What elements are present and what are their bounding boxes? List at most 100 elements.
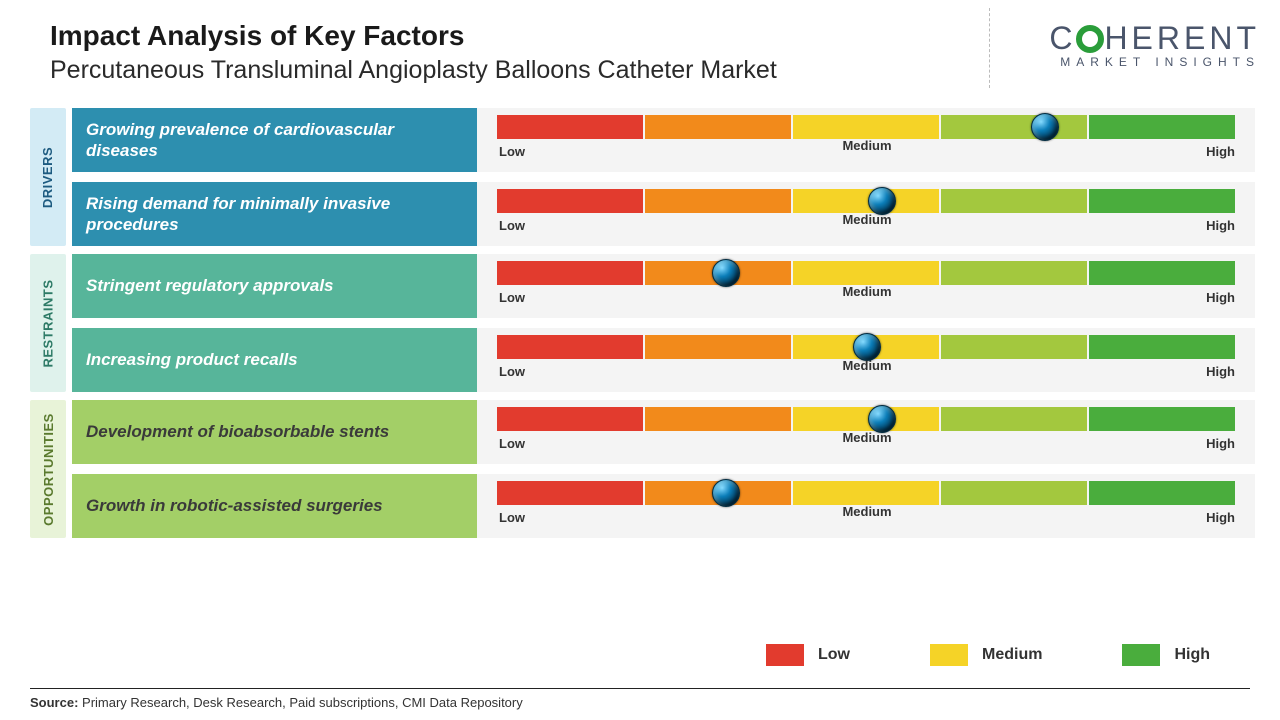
factor-label: Growing prevalence of cardiovascular dis… [72, 108, 477, 172]
gauge-segment [497, 335, 645, 359]
logo-o-icon [1076, 25, 1104, 53]
header: Impact Analysis of Key Factors Percutane… [50, 20, 777, 85]
factor-row: Rising demand for minimally invasive pro… [72, 182, 1255, 246]
category-label: RESTRAINTS [41, 279, 56, 367]
gauge-labels: LowMediumHigh [497, 144, 1237, 162]
gauge-marker-icon [712, 479, 740, 507]
gauge-marker-icon [868, 405, 896, 433]
gauge-label-high: High [1206, 290, 1235, 308]
gauge: LowMediumHigh [497, 254, 1255, 318]
brand-logo: C HERENT MARKET INSIGHTS [1049, 20, 1260, 69]
gauge-segment [1089, 335, 1237, 359]
gauge: Low Medium High [497, 400, 1255, 464]
category-group: OPPORTUNITIES Development of bioabsorbabl… [30, 400, 1255, 538]
gauge-label-medium: Medium [842, 212, 891, 227]
gauge-marker-icon [868, 187, 896, 215]
gauge-track [497, 115, 1237, 139]
factor-label: Rising demand for minimally invasive pro… [72, 182, 477, 246]
page-title: Impact Analysis of Key Factors [50, 20, 777, 52]
category-label: OPPORTUNITIES [41, 413, 56, 526]
gauge-segment [1089, 481, 1237, 505]
legend-label: Low [818, 646, 850, 664]
legend-item: High [1122, 644, 1210, 666]
gauge-segment [941, 407, 1089, 431]
gauge-labels: LowMediumHigh [497, 218, 1237, 236]
source-prefix: Source: [30, 695, 78, 710]
legend-item: Medium [930, 644, 1042, 666]
gauge-labels: LowMediumHigh [497, 436, 1237, 454]
gauge-segment [793, 261, 941, 285]
gauge-label-medium: Medium [842, 138, 891, 153]
gauge-segment [941, 335, 1089, 359]
source-note: Source: Primary Research, Desk Research,… [30, 688, 1250, 710]
logo-text: C HERENT [1049, 20, 1260, 57]
gauge-segment [645, 115, 793, 139]
gauge: Low Medium High [497, 328, 1255, 392]
gauge-segment [1089, 115, 1237, 139]
gauge: LowMediumHigh [497, 108, 1255, 172]
gauge-label-high: High [1206, 510, 1235, 528]
factor-row: Stringent regulatory approvals LowMediumH… [72, 254, 1255, 318]
category-rows: Growing prevalence of cardiovascular dis… [72, 108, 1255, 246]
gauge-label-low: Low [499, 364, 525, 382]
gauge-segment [941, 189, 1089, 213]
gauge-track [497, 189, 1237, 213]
gauge-segment [1089, 189, 1237, 213]
gauge-track [497, 407, 1237, 431]
gauge-segment [497, 189, 645, 213]
factor-label: Growth in robotic-assisted surgeries [72, 474, 477, 538]
legend: Low Medium High [766, 644, 1210, 666]
factor-row: Growth in robotic-assisted surgeries Low M… [72, 474, 1255, 538]
gauge-track [497, 481, 1237, 505]
gauge-label-high: High [1206, 144, 1235, 162]
factor-row: Increasing product recalls Low Medium High [72, 328, 1255, 392]
legend-item: Low [766, 644, 850, 666]
category-rows: Development of bioabsorbable stents Low Me… [72, 400, 1255, 538]
gauge-label-medium: Medium [842, 430, 891, 445]
gauge-label-low: Low [499, 510, 525, 528]
category-group: RESTRAINTS Stringent regulatory approvals… [30, 254, 1255, 392]
gauge-label-low: Low [499, 436, 525, 454]
factors-area: DRIVERSGrowing prevalence of cardiovascu… [30, 108, 1255, 546]
legend-swatch [930, 644, 968, 666]
legend-label: High [1174, 646, 1210, 664]
gauge-label-high: High [1206, 218, 1235, 236]
gauge-segment [497, 481, 645, 505]
gauge: Low Medium High [497, 182, 1255, 246]
gauge-labels: LowMediumHigh [497, 290, 1237, 308]
gauge-label-high: High [1206, 436, 1235, 454]
gauge-marker-icon [1031, 113, 1059, 141]
gauge-label-high: High [1206, 364, 1235, 382]
gauge-segment [497, 115, 645, 139]
gauge-label-low: Low [499, 218, 525, 236]
legend-swatch [1122, 644, 1160, 666]
gauge-segment [793, 115, 941, 139]
gauge-segment [941, 481, 1089, 505]
legend-swatch [766, 644, 804, 666]
factor-label: Development of bioabsorbable stents [72, 400, 477, 464]
category-tab: OPPORTUNITIES [30, 400, 66, 538]
gauge-segment [1089, 261, 1237, 285]
gauge-track [497, 335, 1237, 359]
category-tab: DRIVERS [30, 108, 66, 246]
gauge: Low Medium High [497, 474, 1255, 538]
gauge-label-medium: Medium [842, 504, 891, 519]
category-rows: Stringent regulatory approvals Low Medium H… [72, 254, 1255, 392]
factor-row: Growing prevalence of cardiovascular dis… [72, 108, 1255, 172]
gauge-segment [497, 407, 645, 431]
factor-label: Increasing product recalls [72, 328, 477, 392]
gauge-marker-icon [712, 259, 740, 287]
gauge-label-medium: Medium [842, 358, 891, 373]
gauge-labels: LowMediumHigh [497, 364, 1237, 382]
page-subtitle: Percutaneous Transluminal Angioplasty Ba… [50, 56, 777, 85]
logo-post: HERENT [1104, 20, 1260, 56]
logo-pre: C [1049, 20, 1076, 56]
gauge-track [497, 261, 1237, 285]
gauge-segment [941, 115, 1089, 139]
source-text: Primary Research, Desk Research, Paid su… [82, 695, 523, 710]
gauge-segment [645, 335, 793, 359]
category-tab: RESTRAINTS [30, 254, 66, 392]
factor-label: Stringent regulatory approvals [72, 254, 477, 318]
gauge-segment [645, 189, 793, 213]
logo-subtext: MARKET INSIGHTS [1049, 55, 1260, 69]
